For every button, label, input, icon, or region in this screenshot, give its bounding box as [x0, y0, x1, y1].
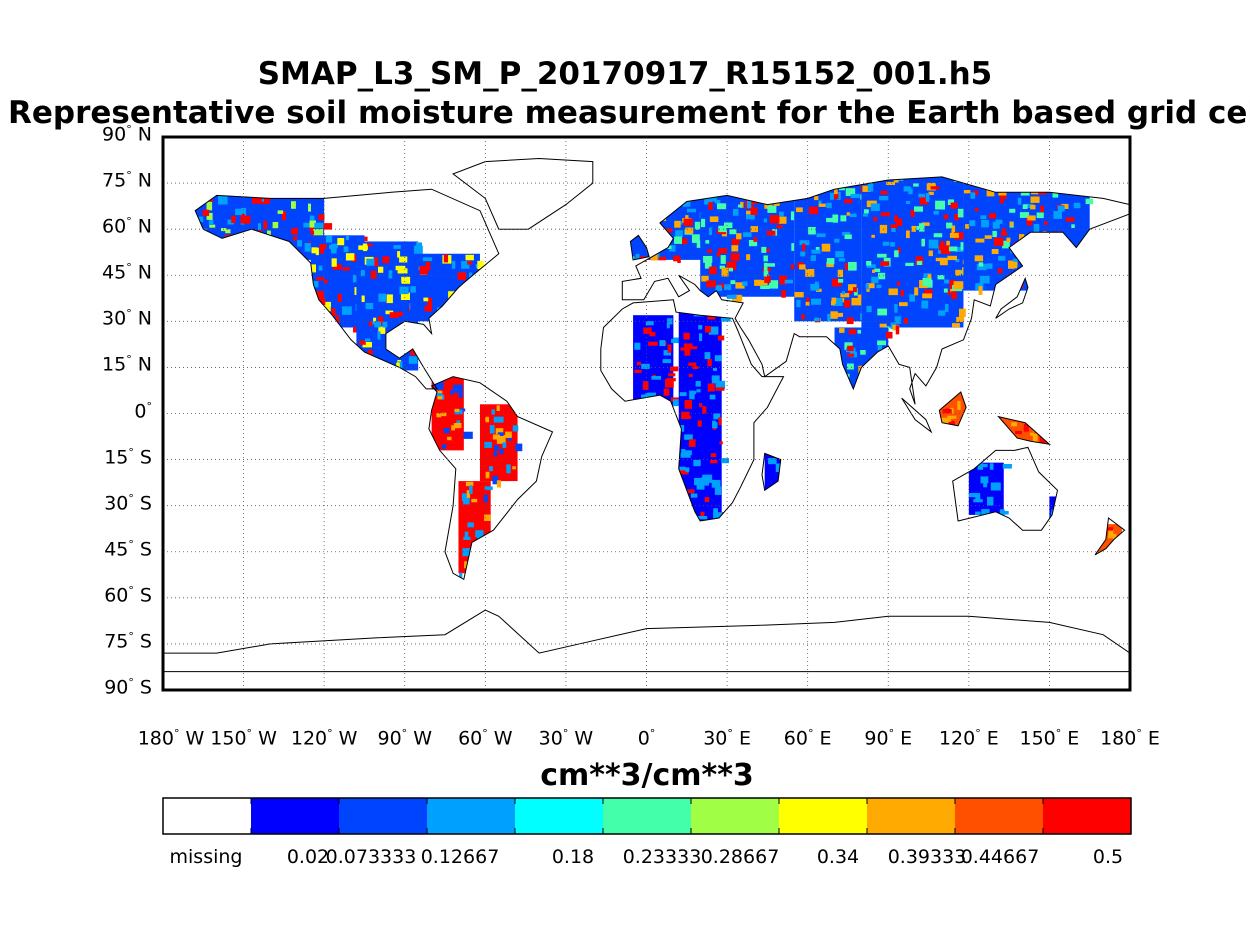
- coastline-new-guinea: [997, 415, 1052, 445]
- lon-tick-label: 150° E: [1019, 727, 1080, 750]
- lon-tick-label: 30° E: [703, 727, 751, 750]
- lon-tick-label: 120° W: [290, 727, 358, 750]
- lat-tick-label: 60° N: [102, 215, 152, 238]
- colorbar-swatch: [251, 798, 340, 834]
- colorbar-tick-label: 0.12667: [420, 846, 500, 868]
- lon-tick-label: 0°: [637, 727, 656, 750]
- colorbar-swatch: [867, 798, 956, 834]
- colorbar-tick-label: 0.34: [816, 846, 860, 868]
- colorbar-swatch: [603, 798, 692, 834]
- coastline-australia: [952, 446, 1059, 531]
- lon-tick-label: 90° W: [377, 727, 433, 750]
- lat-tick-label: 75° S: [104, 629, 152, 653]
- lon-tick-label: 180° E: [1100, 727, 1160, 750]
- lat-tick-label: 60° S: [104, 583, 152, 607]
- lat-tick-label: 15° N: [102, 353, 152, 376]
- lon-tick-label: 60° W: [458, 727, 513, 750]
- colorbar-swatch: [779, 798, 868, 834]
- coastline-japan: [995, 276, 1029, 319]
- lat-tick-label: 30° N: [102, 307, 152, 330]
- coastline-madagascar: [761, 452, 782, 492]
- map-title: SMAP_L3_SM_P_20170917_R15152_001.h5: [257, 56, 993, 92]
- lon-tick-label: 30° W: [538, 727, 594, 750]
- coastline-eurasia: [621, 176, 1131, 405]
- colorbar-tick-label: 0.44667: [960, 846, 1040, 868]
- lon-tick-label: 150° W: [210, 727, 277, 750]
- colorbar-swatch: [691, 798, 780, 834]
- lon-tick-label: 120° E: [938, 727, 999, 750]
- lat-tick-label: 90° S: [104, 676, 152, 699]
- colorbar-tick-label: 0.23333: [622, 846, 702, 868]
- colorbar-swatch: [955, 798, 1044, 834]
- lat-tick-label: 0°: [134, 399, 152, 422]
- colorbar-tick-label: missing: [169, 846, 243, 868]
- colorbar-swatch: [515, 798, 604, 834]
- lat-tick-label: 45° S: [104, 537, 152, 561]
- coastline-borneo: [938, 391, 967, 427]
- lat-tick-label: 30° S: [104, 491, 152, 514]
- lat-tick-label: 15° S: [104, 445, 152, 468]
- colorbar-tick-label: 0.5: [1092, 846, 1124, 868]
- colorbar-tick-label: 0.02: [286, 846, 330, 868]
- coastline-antarctica: [162, 609, 1131, 673]
- colorbar-swatch: [163, 798, 252, 834]
- colorbar-frame: [162, 797, 1132, 835]
- coastline-sumatra: [901, 397, 933, 434]
- coastline-new-zealand: [1094, 517, 1126, 556]
- lon-tick-label: 60° E: [783, 727, 832, 750]
- colorbar-tick-label: 0.39333: [887, 846, 967, 868]
- coastline-south-america: [428, 376, 554, 581]
- coastline-north-america: [194, 188, 500, 390]
- colorbar-swatch: [1043, 798, 1132, 834]
- lon-tick-label: 90° E: [864, 727, 913, 750]
- colorbar-swatch: [339, 798, 428, 834]
- lat-tick-label: 45° N: [102, 261, 152, 284]
- coastline-africa: [600, 299, 785, 522]
- colorbar-unit-label: cm**3/cm**3: [540, 758, 754, 793]
- coastline-greenland: [452, 157, 594, 230]
- lat-tick-label: 75° N: [102, 169, 152, 192]
- lat-tick-label: 90° N: [102, 123, 152, 146]
- map-subtitle: Representative soil moisture measurement…: [8, 95, 1250, 131]
- colorbar-tick-label: 0.28667: [700, 846, 780, 868]
- colorbar-tick-label: 0.073333: [325, 846, 417, 868]
- lon-tick-label: 180° W: [137, 727, 205, 750]
- colorbar-tick-label: 0.18: [551, 846, 595, 868]
- colorbar-swatch: [427, 798, 516, 834]
- map-frame: [161, 135, 1132, 692]
